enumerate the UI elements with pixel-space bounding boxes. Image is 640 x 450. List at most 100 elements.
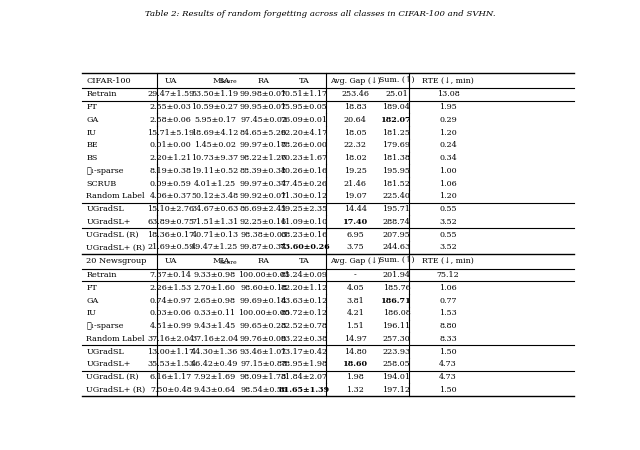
- Text: 44.30±1.36: 44.30±1.36: [191, 347, 239, 356]
- Text: 34.67±0.63: 34.67±0.63: [191, 205, 239, 213]
- Text: 71.30±0.12: 71.30±0.12: [280, 192, 328, 200]
- Text: 4.21: 4.21: [346, 309, 364, 317]
- Text: 207.95: 207.95: [383, 230, 410, 238]
- Text: Avg. Gap (↓): Avg. Gap (↓): [330, 76, 381, 85]
- Text: 253.46: 253.46: [341, 90, 369, 99]
- Text: 2.70±1.60: 2.70±1.60: [194, 284, 236, 292]
- Text: 98.09±1.73: 98.09±1.73: [240, 373, 287, 381]
- Text: 6.16±1.17: 6.16±1.17: [150, 373, 192, 381]
- Text: Retrain: Retrain: [86, 271, 117, 279]
- Text: 196.11: 196.11: [382, 322, 410, 330]
- Text: 1.06: 1.06: [439, 284, 457, 292]
- Text: 0.33±0.11: 0.33±0.11: [194, 309, 236, 317]
- Text: Score: Score: [220, 260, 237, 265]
- Text: TA: TA: [299, 76, 310, 85]
- Text: IU: IU: [86, 129, 97, 137]
- Text: 244.63: 244.63: [382, 243, 410, 252]
- Text: 2.26±1.53: 2.26±1.53: [150, 284, 192, 292]
- Text: BE: BE: [86, 141, 98, 149]
- Text: 59.25±2.35: 59.25±2.35: [280, 205, 328, 213]
- Text: 86.69±2.41: 86.69±2.41: [240, 205, 287, 213]
- Text: 15.10±2.76: 15.10±2.76: [147, 205, 195, 213]
- Text: 19.25: 19.25: [344, 167, 367, 175]
- Text: 40.71±0.13: 40.71±0.13: [191, 230, 239, 238]
- Text: 3.52: 3.52: [439, 243, 457, 252]
- Text: 63.89±0.75: 63.89±0.75: [147, 218, 195, 226]
- Text: UGradSL+: UGradSL+: [86, 218, 131, 226]
- Text: 18.36±0.17: 18.36±0.17: [147, 230, 195, 238]
- Text: Sum. (↑): Sum. (↑): [379, 257, 414, 265]
- Text: 53.50±1.19: 53.50±1.19: [191, 90, 239, 99]
- Text: 92.25±0.11: 92.25±0.11: [240, 218, 287, 226]
- Text: 99.95±0.01: 99.95±0.01: [240, 103, 287, 111]
- Text: 18.83: 18.83: [344, 103, 367, 111]
- Text: 82.20±1.12: 82.20±1.12: [280, 284, 328, 292]
- Text: 258.05: 258.05: [383, 360, 410, 368]
- Text: 8.80: 8.80: [439, 322, 457, 330]
- Text: 98.22±1.26: 98.22±1.26: [240, 154, 287, 162]
- Text: 76.09±0.01: 76.09±0.01: [281, 116, 328, 124]
- Text: 99.97±0.18: 99.97±0.18: [240, 141, 287, 149]
- Text: UGradSL (R): UGradSL (R): [86, 373, 139, 381]
- Text: 4.73: 4.73: [439, 360, 457, 368]
- Text: 73.17±0.42: 73.17±0.42: [280, 347, 328, 356]
- Text: UGradSL+ (R): UGradSL+ (R): [86, 243, 146, 252]
- Text: 9.33±0.98: 9.33±0.98: [194, 271, 236, 279]
- Text: MIA: MIA: [212, 257, 230, 265]
- Text: 35.53±1.53: 35.53±1.53: [147, 360, 195, 368]
- Text: Sum. (↑): Sum. (↑): [379, 76, 414, 85]
- Text: 17.40: 17.40: [342, 218, 368, 226]
- Text: 83.63±0.12: 83.63±0.12: [280, 297, 328, 305]
- Text: RA: RA: [257, 76, 269, 85]
- Text: UA: UA: [164, 257, 177, 265]
- Text: 81.65±1.39: 81.65±1.39: [278, 386, 330, 394]
- Text: 9.43±1.45: 9.43±1.45: [194, 322, 236, 330]
- Text: 181.38: 181.38: [383, 154, 410, 162]
- Text: Table 2: Results of random forgetting across all classes in CIFAR-100 and SVHN.: Table 2: Results of random forgetting ac…: [145, 10, 495, 18]
- Text: 14.44: 14.44: [344, 205, 367, 213]
- Text: UGradSL+ (R): UGradSL+ (R): [86, 386, 146, 394]
- Text: 6.95: 6.95: [346, 230, 364, 238]
- Text: BS: BS: [86, 154, 98, 162]
- Text: 7.92±1.69: 7.92±1.69: [194, 373, 236, 381]
- Text: 5.95±0.17: 5.95±0.17: [194, 116, 236, 124]
- Text: 1.45±0.02: 1.45±0.02: [194, 141, 236, 149]
- Text: FT: FT: [86, 284, 97, 292]
- Text: 68.23±0.16: 68.23±0.16: [280, 230, 328, 238]
- Text: 21.69±0.59: 21.69±0.59: [147, 243, 195, 252]
- Text: Random Label: Random Label: [86, 192, 145, 200]
- Text: 75.12: 75.12: [436, 271, 460, 279]
- Text: 85.72±0.12: 85.72±0.12: [281, 309, 328, 317]
- Text: 0.74±0.97: 0.74±0.97: [150, 297, 192, 305]
- Text: Retrain: Retrain: [86, 90, 117, 99]
- Text: 2.58±0.06: 2.58±0.06: [150, 116, 192, 124]
- Text: 29.47±1.59: 29.47±1.59: [147, 90, 195, 99]
- Text: 1.50: 1.50: [439, 386, 457, 394]
- Text: 75.95±0.05: 75.95±0.05: [281, 103, 328, 111]
- Text: 0.24: 0.24: [439, 141, 457, 149]
- Text: 81.84±2.07: 81.84±2.07: [281, 373, 328, 381]
- Text: MIA: MIA: [212, 76, 230, 85]
- Text: 97.45±0.02: 97.45±0.02: [240, 116, 287, 124]
- Text: 49.47±1.25: 49.47±1.25: [191, 243, 239, 252]
- Text: 1.98: 1.98: [346, 373, 364, 381]
- Text: RTE (↓, min): RTE (↓, min): [422, 76, 474, 85]
- Text: 99.69±0.14: 99.69±0.14: [240, 297, 287, 305]
- Text: 181.25: 181.25: [383, 129, 410, 137]
- Text: UGradSL+: UGradSL+: [86, 360, 131, 368]
- Text: 61.09±0.10: 61.09±0.10: [280, 218, 328, 226]
- Text: 99.98±0.01: 99.98±0.01: [240, 90, 287, 99]
- Text: 100.00±0.01: 100.00±0.01: [237, 271, 289, 279]
- Text: 100.00±0.00: 100.00±0.00: [237, 309, 289, 317]
- Text: 78.95±1.98: 78.95±1.98: [281, 360, 328, 368]
- Text: 2.20±1.21: 2.20±1.21: [150, 154, 192, 162]
- Text: UGradSL: UGradSL: [86, 347, 124, 356]
- Text: 77.45±0.26: 77.45±0.26: [281, 180, 328, 188]
- Text: 197.12: 197.12: [383, 386, 410, 394]
- Text: UA: UA: [164, 76, 177, 85]
- Text: IU: IU: [86, 309, 97, 317]
- Text: 37.16±2.04: 37.16±2.04: [191, 335, 239, 343]
- Text: GA: GA: [86, 116, 99, 124]
- Text: 25.01: 25.01: [385, 90, 408, 99]
- Text: 4.73: 4.73: [439, 373, 457, 381]
